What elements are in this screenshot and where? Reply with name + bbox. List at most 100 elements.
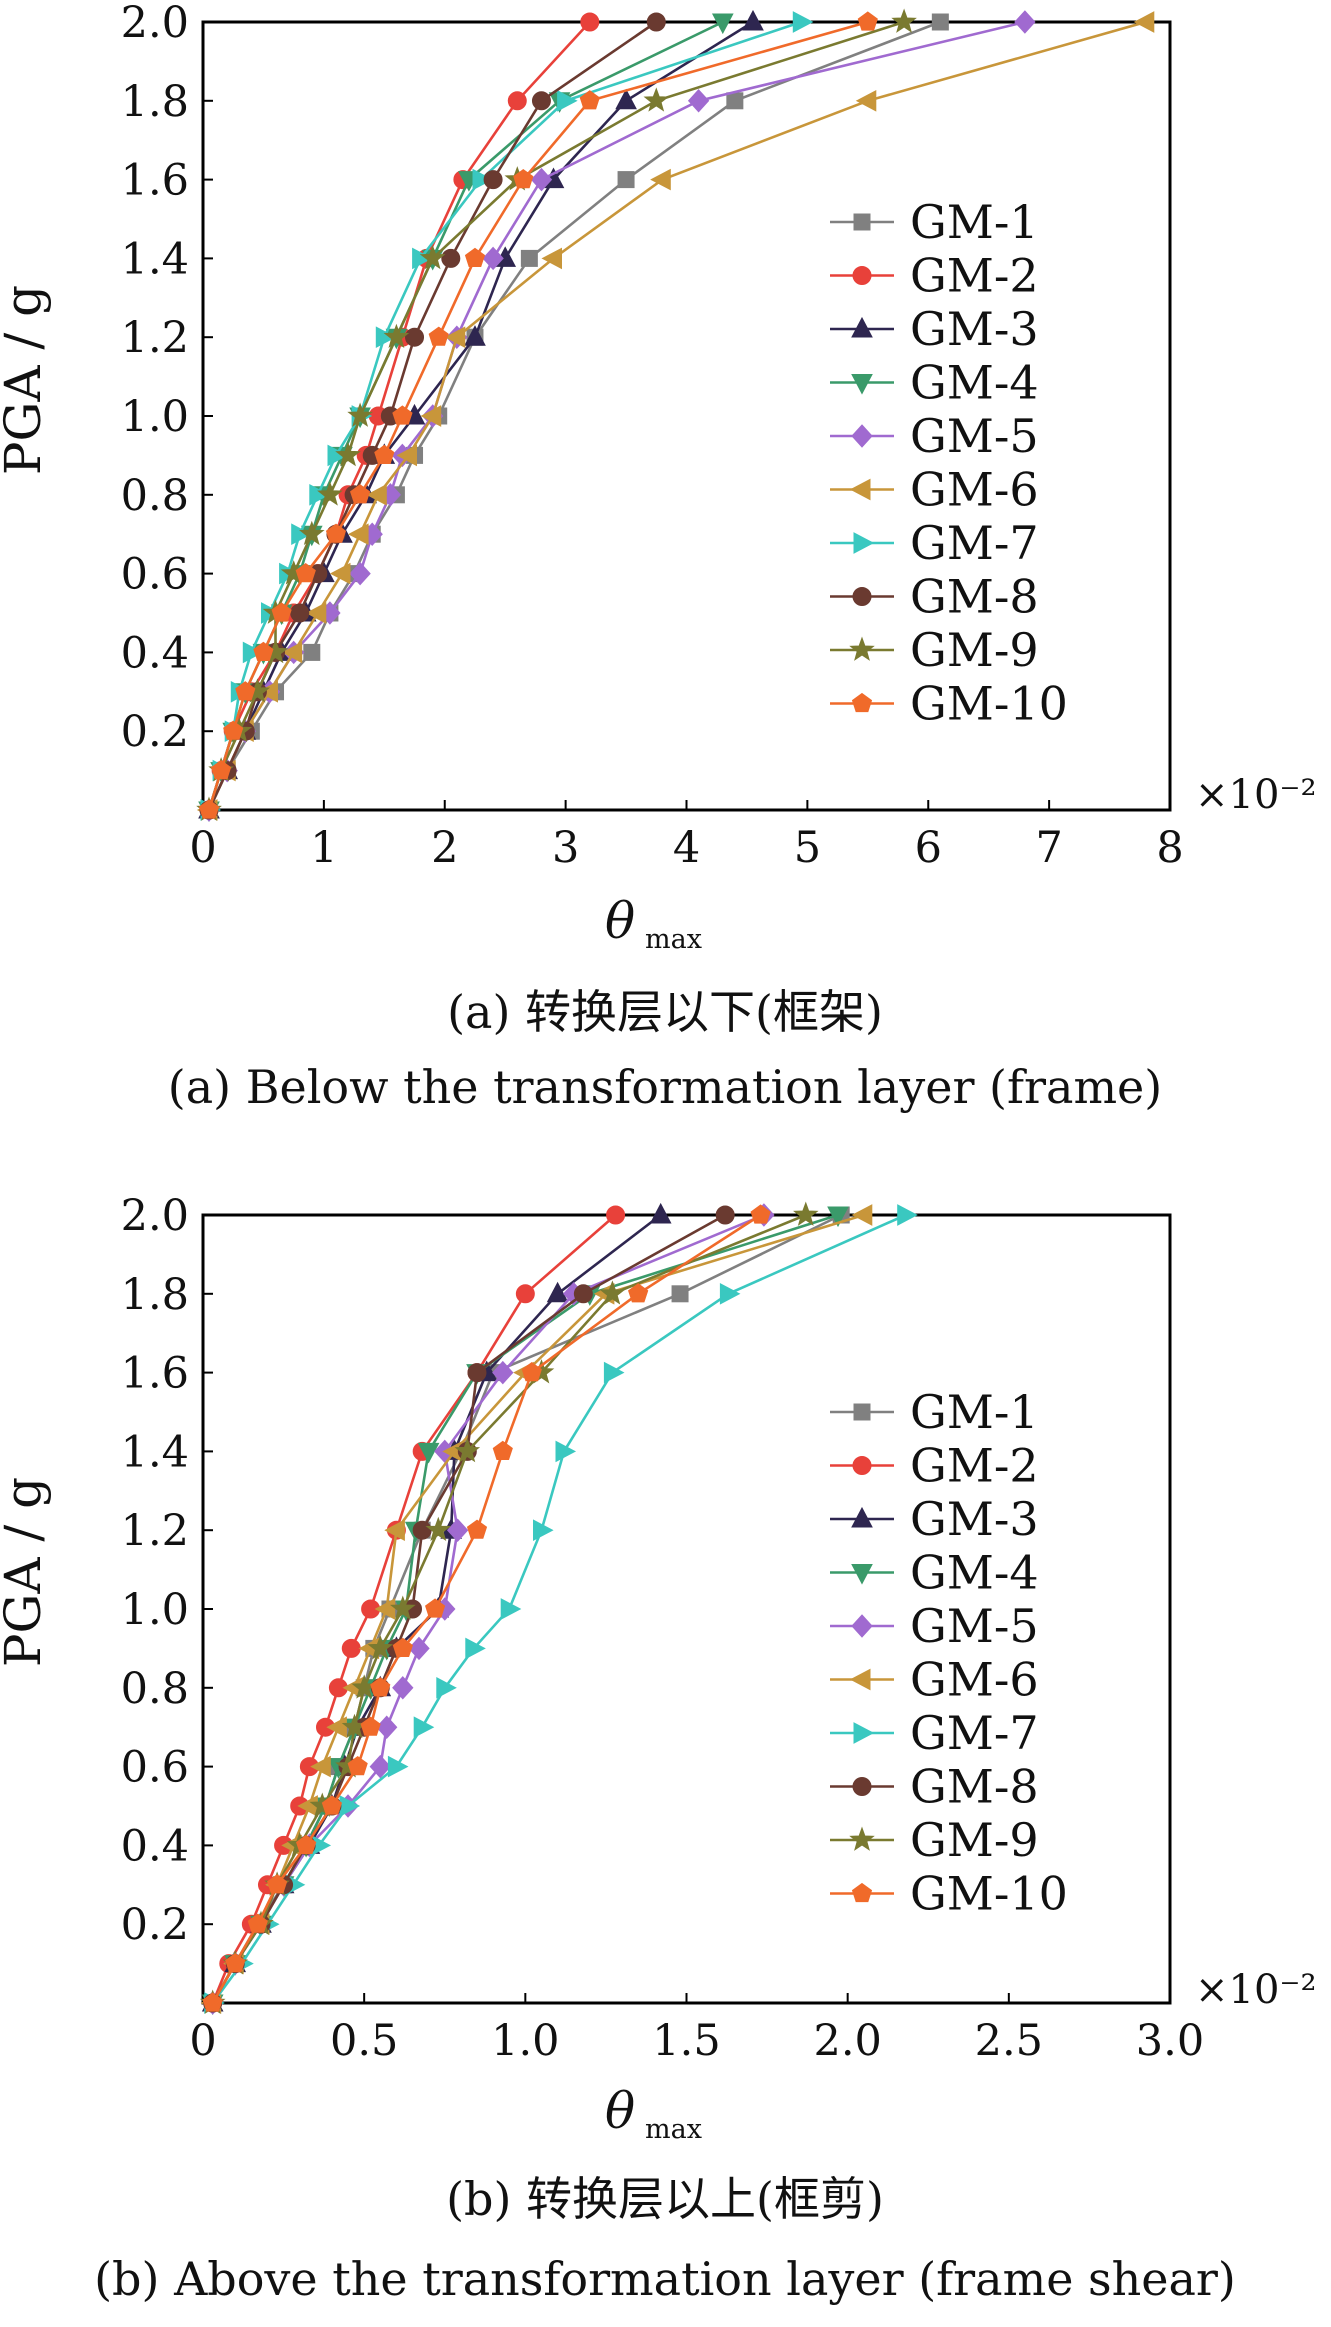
panel-a-xlabel: θ bbox=[605, 892, 635, 950]
panel-b-y-tick-label: 0.4 bbox=[121, 1821, 189, 1871]
panel-a-point-gm-7 bbox=[327, 444, 349, 467]
panel-a-legend-item-gm-10: GM-10 bbox=[830, 677, 1068, 731]
panel-a-point-gm-7 bbox=[557, 89, 578, 112]
panel-b-legend-label: GM-3 bbox=[910, 1492, 1039, 1546]
panel-b-legend-item-gm-6: GM-6 bbox=[830, 1653, 1039, 1707]
panel-a-legend-marker bbox=[851, 374, 873, 395]
panel-b-legend-item-gm-8: GM-8 bbox=[830, 1760, 1039, 1814]
panel-a-legend-label: GM-6 bbox=[910, 463, 1039, 517]
panel-b-line-gm-9 bbox=[211, 1213, 807, 2004]
panel-a-legend-marker bbox=[851, 692, 873, 713]
panel-b-point-gm-6 bbox=[310, 1755, 331, 1778]
panel-a-y-tick-label: 0.8 bbox=[121, 471, 189, 521]
panel-b-x-tick-label: 1.0 bbox=[491, 2016, 559, 2066]
panel-a-legend-marker bbox=[853, 532, 875, 554]
panel-a-xlabel-sub: max bbox=[645, 924, 702, 955]
panel-b-legend-item-gm-1: GM-1 bbox=[830, 1385, 1039, 1439]
panel-a-point-gm-10 bbox=[235, 681, 256, 701]
panel-b-point-gm-1 bbox=[671, 1285, 689, 1303]
panel-b-point-gm-6 bbox=[851, 1204, 873, 1226]
panel-a-x-tick-label: 4 bbox=[673, 823, 700, 873]
panel-a-point-gm-6 bbox=[420, 405, 442, 427]
panel-b-point-gm-10 bbox=[267, 1874, 288, 1894]
panel-a-series-gm-1 bbox=[200, 13, 949, 819]
panel-a-point-gm-6 bbox=[281, 641, 303, 664]
panel-b-point-gm-10 bbox=[202, 1992, 223, 2012]
panel-a-point-gm-1 bbox=[520, 249, 538, 267]
panel-b-x-tick-label: 2.0 bbox=[813, 2016, 881, 2066]
panel-b-legend-item-gm-7: GM-7 bbox=[830, 1706, 1039, 1760]
panel-b-y-tick-label: 1.2 bbox=[121, 1506, 189, 1556]
panel-a-y-tick-label: 1.8 bbox=[121, 77, 189, 127]
panel-b-point-gm-10 bbox=[750, 1204, 771, 1224]
panel-a-line-gm-5 bbox=[207, 20, 1026, 811]
panel-a-legend-label: GM-1 bbox=[910, 195, 1039, 249]
panel-a-point-gm-9 bbox=[891, 8, 917, 33]
panel-a-point-gm-9 bbox=[299, 520, 325, 546]
panel-b-point-gm-7 bbox=[555, 1440, 577, 1463]
panel-a-x-tick-label: 6 bbox=[915, 823, 942, 873]
panel-a-point-gm-6 bbox=[541, 247, 562, 270]
panel-b-plot: 0 0.5 1.0 1.5 2.0 2.5 3.0 0.2 0.4 0.6 0.8 1.0 1.2 1.4… bbox=[121, 1191, 1205, 2066]
panel-a-point-gm-5 bbox=[482, 246, 504, 271]
panel-a-point-gm-1 bbox=[303, 643, 321, 661]
panel-a-point-gm-8 bbox=[531, 91, 551, 111]
panel-b-point-gm-2 bbox=[606, 1205, 626, 1225]
panel-b-x-tick-label: 0 bbox=[189, 2016, 216, 2066]
panel-a-point-gm-8 bbox=[441, 248, 461, 268]
panel-b-point-gm-5 bbox=[392, 1676, 414, 1700]
panel-b-ylabel: PGA / g bbox=[0, 1477, 52, 1667]
panel-b-legend-label: GM-5 bbox=[910, 1599, 1039, 1653]
panel-a-line-gm-7 bbox=[207, 20, 802, 811]
panel-b-point-gm-9 bbox=[793, 1201, 819, 1226]
panel-a-line-gm-9 bbox=[207, 20, 905, 811]
panel-b-point-gm-8 bbox=[715, 1205, 735, 1225]
panel-a-point-gm-2 bbox=[580, 12, 600, 32]
panel-b-caption-en: (b) Above the transformation layer (fram… bbox=[94, 2252, 1236, 2306]
panel-a-legend-marker bbox=[849, 636, 875, 661]
panel-b-legend-label: GM-10 bbox=[910, 1867, 1068, 1921]
panel-a-y-tick-label: 1.2 bbox=[121, 313, 189, 363]
panel-a-caption-cn: (a) 转换层以下(框架) bbox=[447, 985, 883, 1039]
panel-b-legend-marker bbox=[851, 1614, 873, 1638]
panel-a-line-gm-4 bbox=[207, 20, 724, 811]
panel-a-legend-marker bbox=[851, 316, 873, 338]
panel-b-point-gm-10 bbox=[296, 1834, 317, 1854]
panel-a-legend-item-gm-4: GM-4 bbox=[830, 356, 1039, 410]
panel-a-x-tick-label: 3 bbox=[552, 823, 579, 873]
panel-a-x-tick-label: 5 bbox=[794, 823, 821, 873]
panel-a-point-gm-10 bbox=[198, 799, 220, 819]
panel-b-point-gm-6 bbox=[326, 1716, 347, 1739]
panel-a-point-gm-10 bbox=[464, 247, 486, 267]
panel-b-point-gm-7 bbox=[719, 1282, 741, 1305]
panel-a-series-gm-7 bbox=[200, 11, 814, 821]
panel-a-point-gm-10 bbox=[325, 523, 347, 543]
panel-a-legend-item-gm-5: GM-5 bbox=[830, 409, 1039, 463]
panel-b-y-tick-label: 1.0 bbox=[121, 1585, 189, 1635]
panel-a-point-gm-6 bbox=[348, 523, 369, 546]
panel-b-point-gm-9 bbox=[367, 1634, 394, 1660]
panel-a-y-tick-label: 0.6 bbox=[121, 550, 189, 600]
panel-b-point-gm-5 bbox=[492, 1360, 514, 1385]
panel-a-line-gm-3 bbox=[207, 20, 754, 811]
panel-a-legend-label: GM-10 bbox=[910, 677, 1068, 731]
panel-b-point-gm-4 bbox=[417, 1442, 440, 1464]
panel-a-x-tick-label: 1 bbox=[310, 823, 337, 873]
panel-b-legend-item-gm-2: GM-2 bbox=[830, 1439, 1039, 1493]
panel-a-point-gm-5 bbox=[1014, 10, 1036, 34]
panel-a-line-gm-8 bbox=[207, 20, 658, 811]
panel-a-line-gm-2 bbox=[207, 21, 591, 811]
panel-a-point-gm-3 bbox=[464, 325, 486, 346]
panel-b-point-gm-9 bbox=[454, 1437, 481, 1463]
panel-b-legend-marker bbox=[853, 1722, 875, 1744]
panel-b-point-gm-10 bbox=[392, 1637, 413, 1657]
panel-b-point-gm-10 bbox=[521, 1361, 542, 1382]
panel-a-point-gm-6 bbox=[650, 168, 671, 191]
panel-a-point-gm-8 bbox=[483, 170, 503, 190]
panel-a-point-gm-6 bbox=[305, 602, 327, 624]
panel-a-point-gm-6 bbox=[396, 444, 417, 467]
panel-a-point-gm-6 bbox=[444, 326, 466, 349]
panel-a-y-tick-label: 2.0 bbox=[121, 0, 189, 48]
panel-b-line-gm-4 bbox=[211, 1213, 839, 2004]
